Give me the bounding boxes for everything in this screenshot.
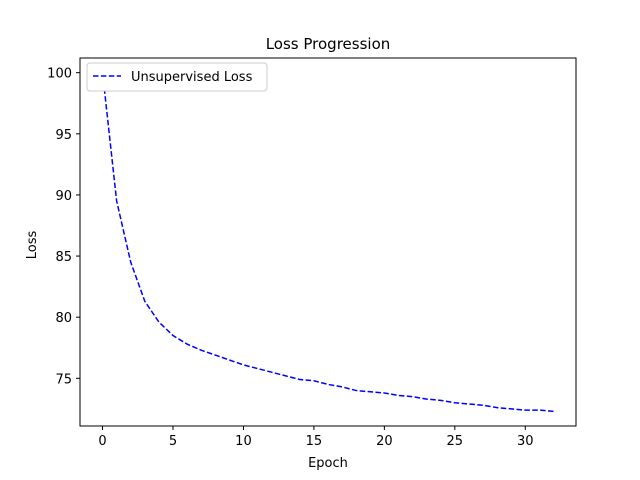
x-tick-label: 0 bbox=[98, 434, 106, 449]
y-tick-label: 95 bbox=[55, 128, 72, 143]
legend-entry-unsupervised-loss: Unsupervised Loss bbox=[131, 70, 253, 85]
legend-box bbox=[86, 62, 268, 92]
plot-area: 0 5 10 15 20 25 30 75 80 85 90 95 100 bbox=[47, 57, 577, 449]
y-tick-label: 75 bbox=[55, 372, 72, 387]
y-tick-label: 80 bbox=[55, 311, 72, 326]
x-axis-label: Epoch bbox=[308, 456, 348, 471]
x-tick-label: 25 bbox=[447, 434, 464, 449]
x-tick-label: 30 bbox=[517, 434, 534, 449]
chart-title: Loss Progression bbox=[266, 35, 391, 53]
legend: Unsupervised Loss bbox=[86, 62, 268, 92]
x-tick-label: 10 bbox=[235, 434, 252, 449]
y-tick-label: 100 bbox=[47, 67, 72, 82]
x-tick-label: 15 bbox=[306, 434, 323, 449]
y-axis-label: Loss bbox=[25, 231, 40, 260]
x-tick-label: 5 bbox=[169, 434, 177, 449]
y-tick-label: 85 bbox=[55, 250, 72, 265]
axes-frame bbox=[79, 57, 577, 427]
y-tick-label: 90 bbox=[55, 189, 72, 204]
series-line-0 bbox=[101, 72, 554, 413]
x-tick-label: 20 bbox=[376, 434, 393, 449]
